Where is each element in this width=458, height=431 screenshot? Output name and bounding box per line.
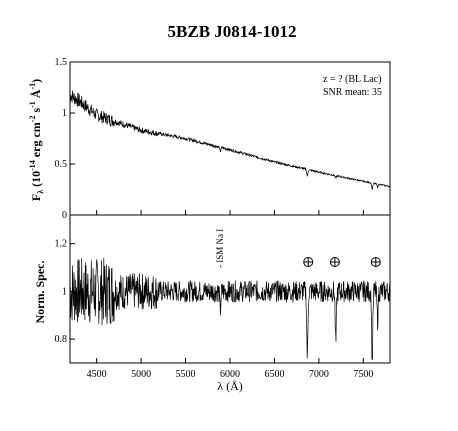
normalized-spectrum-line xyxy=(69,257,391,361)
svg-text:Norm. Spec.: Norm. Spec. xyxy=(33,261,47,324)
xtick-label: 7500 xyxy=(353,369,373,380)
top-ytick-label: 0.5 xyxy=(55,159,68,170)
top-ytick-label: 1.5 xyxy=(55,57,68,68)
xtick-label: 5000 xyxy=(131,369,151,380)
bottom-ylabel: Norm. Spec. xyxy=(33,261,47,324)
xtick-label: 4500 xyxy=(87,369,107,380)
top-ytick-label: 0 xyxy=(62,210,67,221)
ism-nai-label: - ISM Na I xyxy=(215,229,225,268)
top-panel: z = ? (BL Lac) SNR mean: 35 0 0.5 1 1.5 xyxy=(55,57,391,221)
svg-text:Fλ (10-14 erg cm-2 s-1 Å-1): Fλ (10-14 erg cm-2 s-1 Å-1) xyxy=(28,79,45,201)
x-axis-label: λ (Å) xyxy=(217,379,242,393)
xtick-label: 7000 xyxy=(309,369,329,380)
redshift-annotation: z = ? (BL Lac) xyxy=(323,74,382,85)
snr-annotation: SNR mean: 35 xyxy=(323,87,382,98)
xtick-label: 6500 xyxy=(264,369,284,380)
top-ytick-label: 1 xyxy=(62,108,67,119)
xtick-label: 5500 xyxy=(176,369,196,380)
bottom-ytick-label: 0.8 xyxy=(55,334,68,345)
top-ylabel: Fλ (10-14 erg cm-2 s-1 Å-1) xyxy=(28,79,45,201)
xtick-label: 6000 xyxy=(220,369,240,380)
flux-spectrum-line xyxy=(69,90,390,190)
bottom-ytick-label: 1.2 xyxy=(55,239,68,250)
bottom-ytick-label: 1 xyxy=(62,286,67,297)
chart-title: 5BZB J0814-1012 xyxy=(168,22,297,41)
bottom-panel: 0.8 1 1.2 4500 5000 5500 6000 6500 7000 7500 - I… xyxy=(55,210,391,380)
